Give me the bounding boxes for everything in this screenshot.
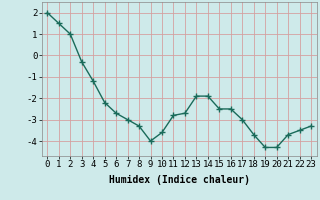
X-axis label: Humidex (Indice chaleur): Humidex (Indice chaleur) (109, 175, 250, 185)
